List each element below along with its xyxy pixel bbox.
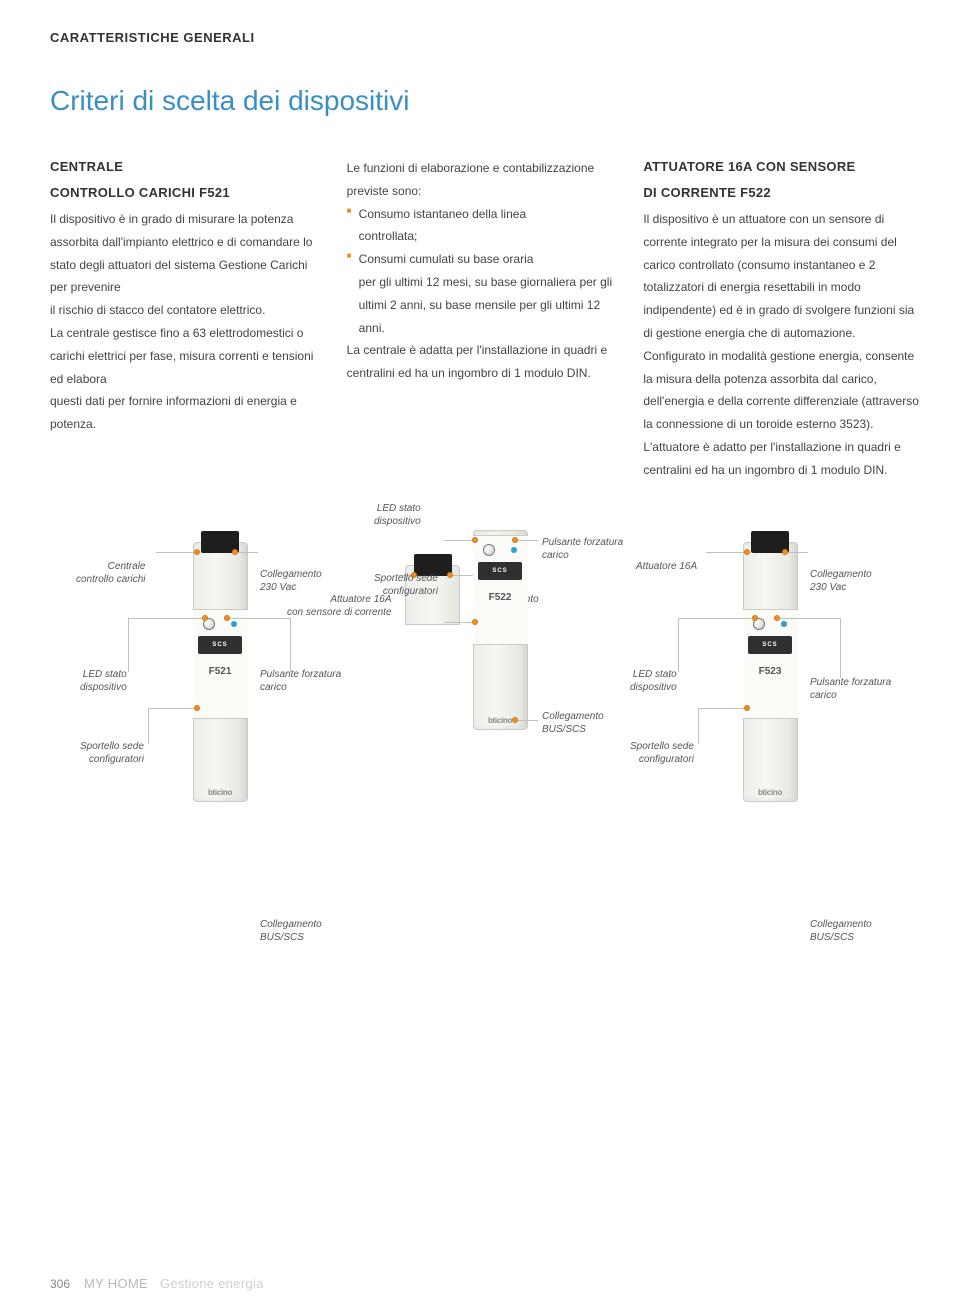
callout-sportello-2: Sportello sedeconfiguratori	[374, 572, 438, 598]
column-2: Le funzioni di elaborazione e contabiliz…	[347, 157, 624, 482]
column-3: ATTUATORE 16A CON SENSORE DI CORRENTE F5…	[643, 157, 920, 482]
callout-led-3: LED statodispositivo	[630, 668, 677, 694]
callout-led-1: LED statodispositivo	[80, 668, 127, 694]
col1-heading-2: CONTROLLO CARICHI F521	[50, 183, 327, 203]
callout-led-2: LED statodispositivo	[374, 502, 421, 528]
brand-icon: bticino	[488, 716, 512, 725]
callout-attuatore16a: Attuatore 16A	[636, 560, 697, 573]
text-columns: CENTRALE CONTROLLO CARICHI F521 Il dispo…	[50, 157, 920, 482]
col2-p2: La centrale è adatta per l'installazione…	[347, 339, 624, 385]
col3-heading-1: ATTUATORE 16A CON SENSORE	[643, 157, 920, 177]
col2-bullet1b: controllata;	[347, 225, 624, 248]
callout-bus-3: CollegamentoBUS/SCS	[810, 918, 872, 944]
device-f523: SCS F523 bticino Attuatore 16A Collegame…	[710, 542, 830, 802]
column-1: CENTRALE CONTROLLO CARICHI F521 Il dispo…	[50, 157, 327, 482]
callout-pulsante-1: Pulsante forzaturacarico	[260, 668, 341, 694]
button-icon	[483, 544, 495, 556]
col1-p3: La centrale gestisce fino a 63 elettrodo…	[50, 322, 327, 390]
scs-logo-icon: SCS	[478, 562, 522, 580]
led-icon	[231, 621, 237, 627]
page-title: Criteri di scelta dei dispositivi	[50, 85, 920, 117]
brand-icon: bticino	[758, 788, 782, 797]
callout-pulsante-3: Pulsante forzaturacarico	[810, 676, 891, 702]
scs-logo-icon: SCS	[198, 636, 242, 654]
col1-p2: il rischio di stacco del contatore elett…	[50, 299, 327, 322]
footer-brand: MY HOME Gestione energia	[84, 1276, 264, 1291]
model-label: F523	[759, 666, 782, 677]
col1-p1: Il dispositivo è in grado di misurare la…	[50, 208, 327, 299]
scs-logo-icon: SCS	[748, 636, 792, 654]
col2-p1: Le funzioni di elaborazione e contabiliz…	[347, 157, 624, 203]
col1-heading-1: CENTRALE	[50, 157, 327, 177]
led-icon	[781, 621, 787, 627]
callout-pulsante-2: Pulsante forzaturacarico	[542, 536, 623, 562]
device-f522: LED statodispositivo Sportello sedeconfi…	[440, 522, 560, 730]
footer-brand-2: Gestione energia	[160, 1276, 264, 1291]
col3-p1: Il dispositivo è un attuatore con un sen…	[643, 208, 920, 345]
callout-centrale: Centralecontrollo carichi	[76, 560, 145, 586]
col2-bullet2b: per gli ultimi 12 mesi, su base giornali…	[347, 271, 624, 339]
col2-bullet2a: Consumi cumulati su base oraria	[347, 248, 624, 271]
led-icon	[511, 547, 517, 553]
device-f521: SCS F521 bticino Centralecontrollo caric…	[160, 542, 280, 802]
model-label: F521	[209, 666, 232, 677]
footer-brand-1: MY HOME	[84, 1276, 148, 1291]
page-number: 306	[50, 1277, 70, 1291]
col3-p3: L'attuatore è adatto per l'installazione…	[643, 436, 920, 482]
section-header: CARATTERISTICHE GENERALI	[50, 30, 920, 45]
col3-heading-2: DI CORRENTE F522	[643, 183, 920, 203]
callout-230vac-1: Collegamento230 Vac	[260, 568, 322, 594]
diagram-area: SCS F521 bticino Centralecontrollo caric…	[50, 522, 920, 1142]
model-label: F522	[489, 592, 512, 603]
callout-230vac-3: Collegamento230 Vac	[810, 568, 872, 594]
col2-bullet1a: Consumo istantaneo della linea	[347, 203, 624, 226]
col1-p4: questi dati per fornire informazioni di …	[50, 390, 327, 436]
brand-icon: bticino	[208, 788, 232, 797]
callout-sportello-3: Sportello sedeconfiguratori	[630, 740, 694, 766]
callout-bus-2: CollegamentoBUS/SCS	[542, 710, 604, 736]
callout-bus-1: CollegamentoBUS/SCS	[260, 918, 322, 944]
col3-p2: Configurato in modalità gestione energia…	[643, 345, 920, 436]
callout-sportello-1: Sportello sedeconfiguratori	[80, 740, 144, 766]
